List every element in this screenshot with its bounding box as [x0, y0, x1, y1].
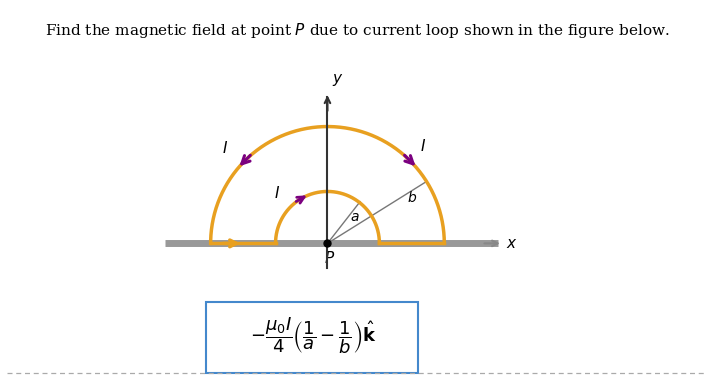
Text: $I$: $I$ [420, 138, 426, 154]
Text: $-\dfrac{\mu_0 I}{4}\left(\dfrac{1}{a} - \dfrac{1}{b}\right)\hat{\mathbf{k}}$: $-\dfrac{\mu_0 I}{4}\left(\dfrac{1}{a} -… [250, 315, 377, 356]
Text: $P$: $P$ [323, 250, 335, 266]
Text: $a$: $a$ [350, 210, 360, 224]
Text: $x$: $x$ [506, 236, 518, 251]
Text: Find the magnetic field at point $P$ due to current loop shown in the figure bel: Find the magnetic field at point $P$ due… [45, 21, 669, 40]
Text: $b$: $b$ [407, 190, 417, 205]
FancyBboxPatch shape [206, 302, 418, 373]
Text: $I$: $I$ [222, 140, 228, 156]
Text: $y$: $y$ [332, 72, 344, 88]
Text: $I$: $I$ [274, 185, 280, 201]
